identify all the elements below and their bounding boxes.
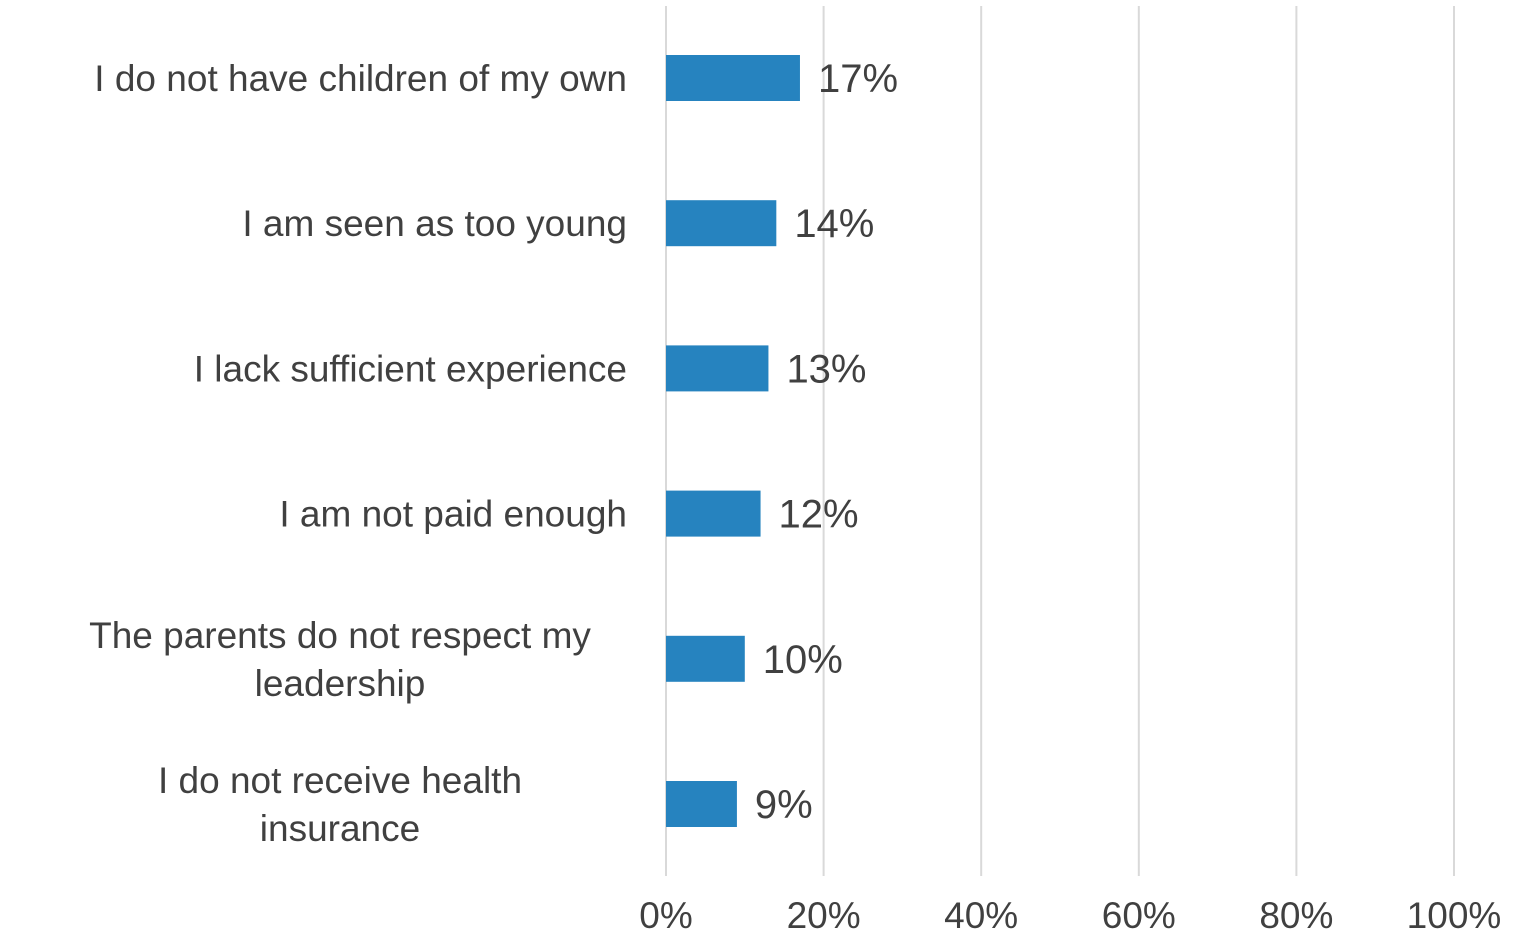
category-label: I do not receive health insurance <box>158 760 522 849</box>
x-tick-labels: 0% 20% 40% 60% 80% 100% <box>639 895 1501 936</box>
data-label: 17% <box>818 57 898 101</box>
category-label: The parents do not respect my leadership <box>89 615 591 704</box>
data-label: 13% <box>786 347 866 391</box>
category-label: I am seen as too young <box>242 203 627 244</box>
category-label: I am not paid enough <box>279 494 627 535</box>
bar <box>666 635 745 682</box>
bar <box>666 200 777 247</box>
data-label: 9% <box>755 783 813 827</box>
bar <box>666 55 800 101</box>
x-tick-label: 100% <box>1407 895 1502 936</box>
bar <box>666 781 737 827</box>
category-label: I lack sufficient experience <box>194 348 627 389</box>
x-tick-label: 20% <box>787 895 861 936</box>
gridlines <box>665 6 1455 876</box>
bar <box>666 345 769 392</box>
x-tick-label: 0% <box>639 895 692 936</box>
data-labels: 17% 14% 13% 12% 10% 9% <box>755 57 898 827</box>
x-tick-label: 60% <box>1102 895 1176 936</box>
data-label: 14% <box>794 202 874 246</box>
x-tick-label: 80% <box>1259 895 1333 936</box>
x-tick-label: 40% <box>944 895 1018 936</box>
bar <box>666 490 761 537</box>
category-labels: I do not have children of my own I am see… <box>89 58 627 849</box>
data-label: 10% <box>763 638 843 682</box>
data-label: 12% <box>779 493 859 537</box>
category-label: I do not have children of my own <box>94 58 627 99</box>
bars <box>666 55 800 827</box>
